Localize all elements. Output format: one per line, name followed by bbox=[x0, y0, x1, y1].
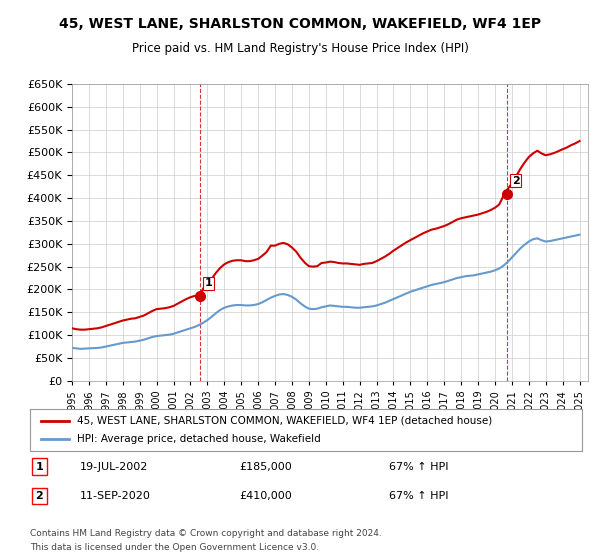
Text: 67% ↑ HPI: 67% ↑ HPI bbox=[389, 491, 448, 501]
Text: 19-JUL-2002: 19-JUL-2002 bbox=[80, 461, 148, 472]
Text: Price paid vs. HM Land Registry's House Price Index (HPI): Price paid vs. HM Land Registry's House … bbox=[131, 42, 469, 55]
Text: 2: 2 bbox=[512, 175, 520, 185]
Text: £410,000: £410,000 bbox=[240, 491, 293, 501]
Text: 2: 2 bbox=[35, 491, 43, 501]
Text: 1: 1 bbox=[35, 461, 43, 472]
Text: 11-SEP-2020: 11-SEP-2020 bbox=[80, 491, 151, 501]
Text: This data is licensed under the Open Government Licence v3.0.: This data is licensed under the Open Gov… bbox=[30, 543, 319, 552]
Text: 45, WEST LANE, SHARLSTON COMMON, WAKEFIELD, WF4 1EP: 45, WEST LANE, SHARLSTON COMMON, WAKEFIE… bbox=[59, 17, 541, 31]
Text: £185,000: £185,000 bbox=[240, 461, 293, 472]
Text: Contains HM Land Registry data © Crown copyright and database right 2024.: Contains HM Land Registry data © Crown c… bbox=[30, 529, 382, 538]
Text: HPI: Average price, detached house, Wakefield: HPI: Average price, detached house, Wake… bbox=[77, 434, 320, 444]
Text: 67% ↑ HPI: 67% ↑ HPI bbox=[389, 461, 448, 472]
Text: 45, WEST LANE, SHARLSTON COMMON, WAKEFIELD, WF4 1EP (detached house): 45, WEST LANE, SHARLSTON COMMON, WAKEFIE… bbox=[77, 416, 492, 426]
Text: 1: 1 bbox=[205, 278, 212, 288]
